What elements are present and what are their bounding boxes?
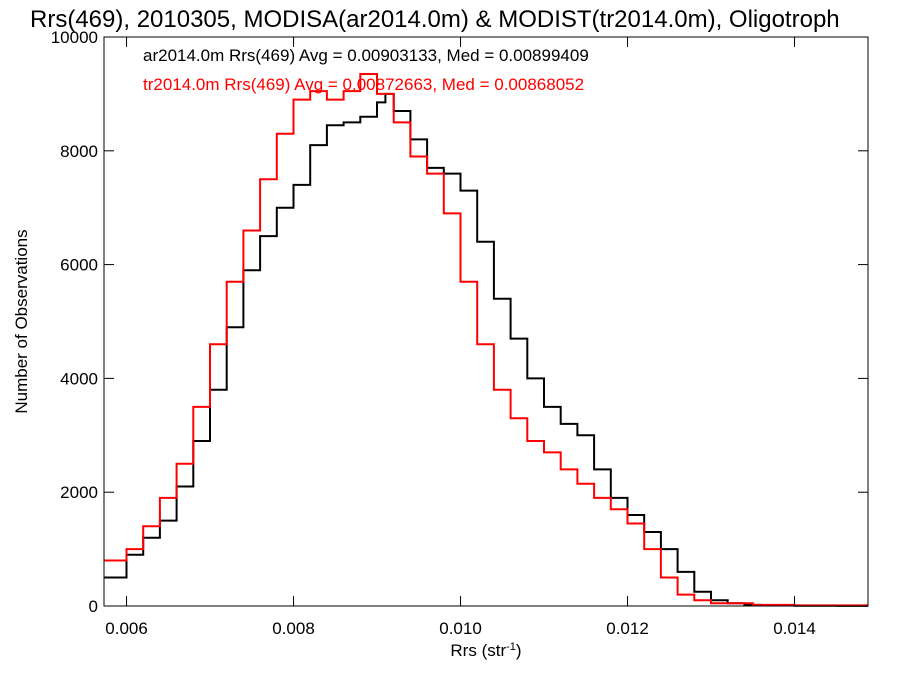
x-tick-label: 0.010: [439, 619, 482, 638]
series-annotation-tr2014.0m: tr2014.0m Rrs(469) Avg = 0.00872663, Med…: [143, 75, 584, 94]
x-tick-label: 0.014: [773, 619, 816, 638]
y-tick-label: 4000: [60, 369, 98, 388]
x-tick-label: 0.012: [606, 619, 649, 638]
series-annotation-ar2014.0m: ar2014.0m Rrs(469) Avg = 0.00903133, Med…: [143, 46, 589, 65]
x-tick-label: 0.008: [272, 619, 315, 638]
y-tick-label: 0: [89, 597, 98, 616]
y-axis-title: Number of Observations: [12, 229, 31, 413]
x-tick-label: 0.006: [105, 619, 148, 638]
y-tick-label: 6000: [60, 256, 98, 275]
y-tick-label: 8000: [60, 142, 98, 161]
chart-title: Rrs(469), 2010305, MODISA(ar2014.0m) & M…: [30, 6, 840, 33]
series-line-tr2014.0m: [104, 73, 868, 607]
series-layer: [104, 73, 868, 607]
y-tick-label: 2000: [60, 483, 98, 502]
annotation-layer: ar2014.0m Rrs(469) Avg = 0.00903133, Med…: [143, 46, 589, 94]
x-axis-title: Rrs (str-1): [450, 641, 521, 660]
ticks-layer: 0.006 0.008 0.010 0.012 0.014 0 2000 4000 6000 80…: [51, 28, 868, 638]
plot-frame: [103, 36, 869, 607]
y-tick-label: 10000: [51, 28, 98, 47]
series-line-ar2014.0m: [104, 92, 868, 607]
